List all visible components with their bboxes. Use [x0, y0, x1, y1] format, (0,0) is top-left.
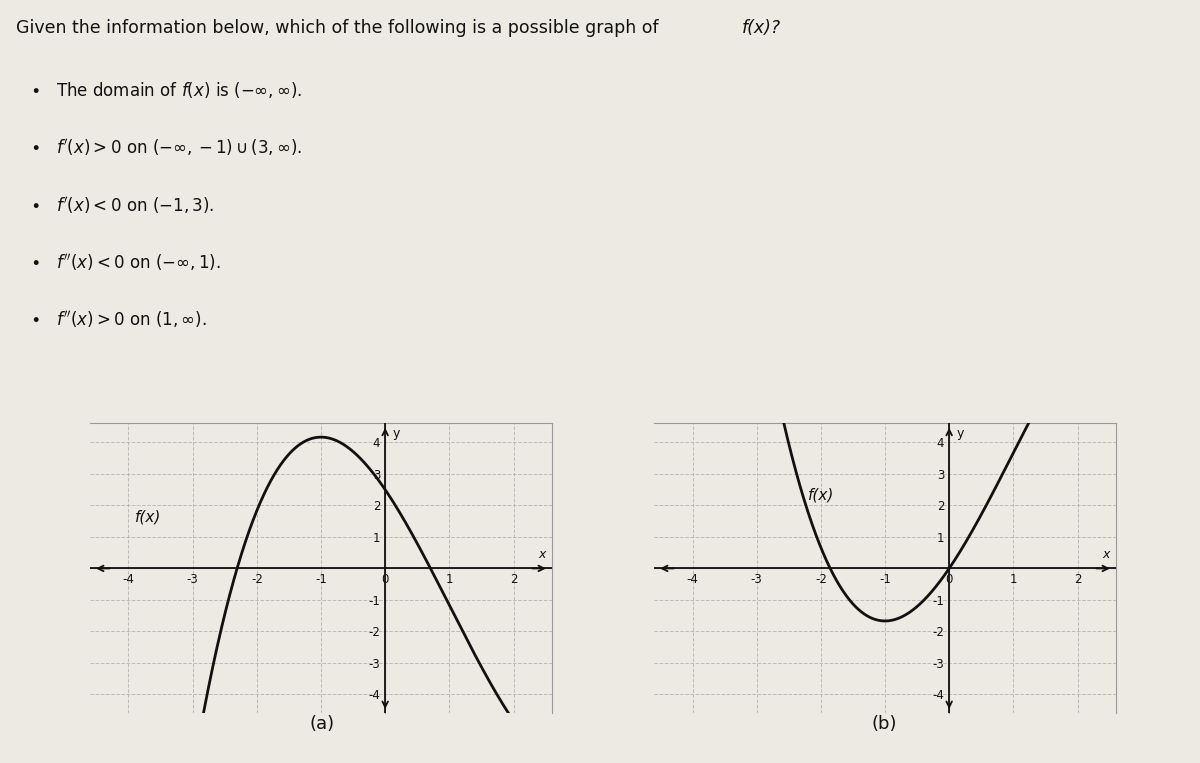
Text: f(x)?: f(x)?: [742, 19, 781, 37]
Text: $f'(x)>0$ on $(-\infty,-1)\cup(3,\infty)$.: $f'(x)>0$ on $(-\infty,-1)\cup(3,\infty)…: [56, 137, 302, 159]
Text: Given the information below, which of the following is a possible graph of: Given the information below, which of th…: [16, 19, 664, 37]
Text: (a): (a): [310, 715, 334, 732]
Text: f(x): f(x): [134, 509, 161, 524]
Text: The domain of $f(x)$ is $(-\infty,\infty)$.: The domain of $f(x)$ is $(-\infty,\infty…: [56, 80, 302, 100]
Text: f(x): f(x): [808, 487, 834, 502]
Text: x: x: [1103, 548, 1110, 561]
Text: y: y: [956, 427, 965, 439]
Text: $\bullet$: $\bullet$: [30, 137, 40, 156]
Text: $\bullet$: $\bullet$: [30, 80, 40, 98]
Text: $\bullet$: $\bullet$: [30, 195, 40, 213]
Text: y: y: [392, 427, 401, 439]
Text: $f'(x)<0$ on $(-1,3)$.: $f'(x)<0$ on $(-1,3)$.: [56, 195, 215, 216]
Text: $\bullet$: $\bullet$: [30, 252, 40, 270]
Text: $f''(x)>0$ on $(1,\infty)$.: $f''(x)>0$ on $(1,\infty)$.: [56, 309, 208, 330]
Text: $\bullet$: $\bullet$: [30, 309, 40, 327]
Text: $f''(x)<0$ on $(-\infty,1)$.: $f''(x)<0$ on $(-\infty,1)$.: [56, 252, 221, 273]
Text: x: x: [539, 548, 546, 561]
Text: (b): (b): [871, 715, 898, 732]
